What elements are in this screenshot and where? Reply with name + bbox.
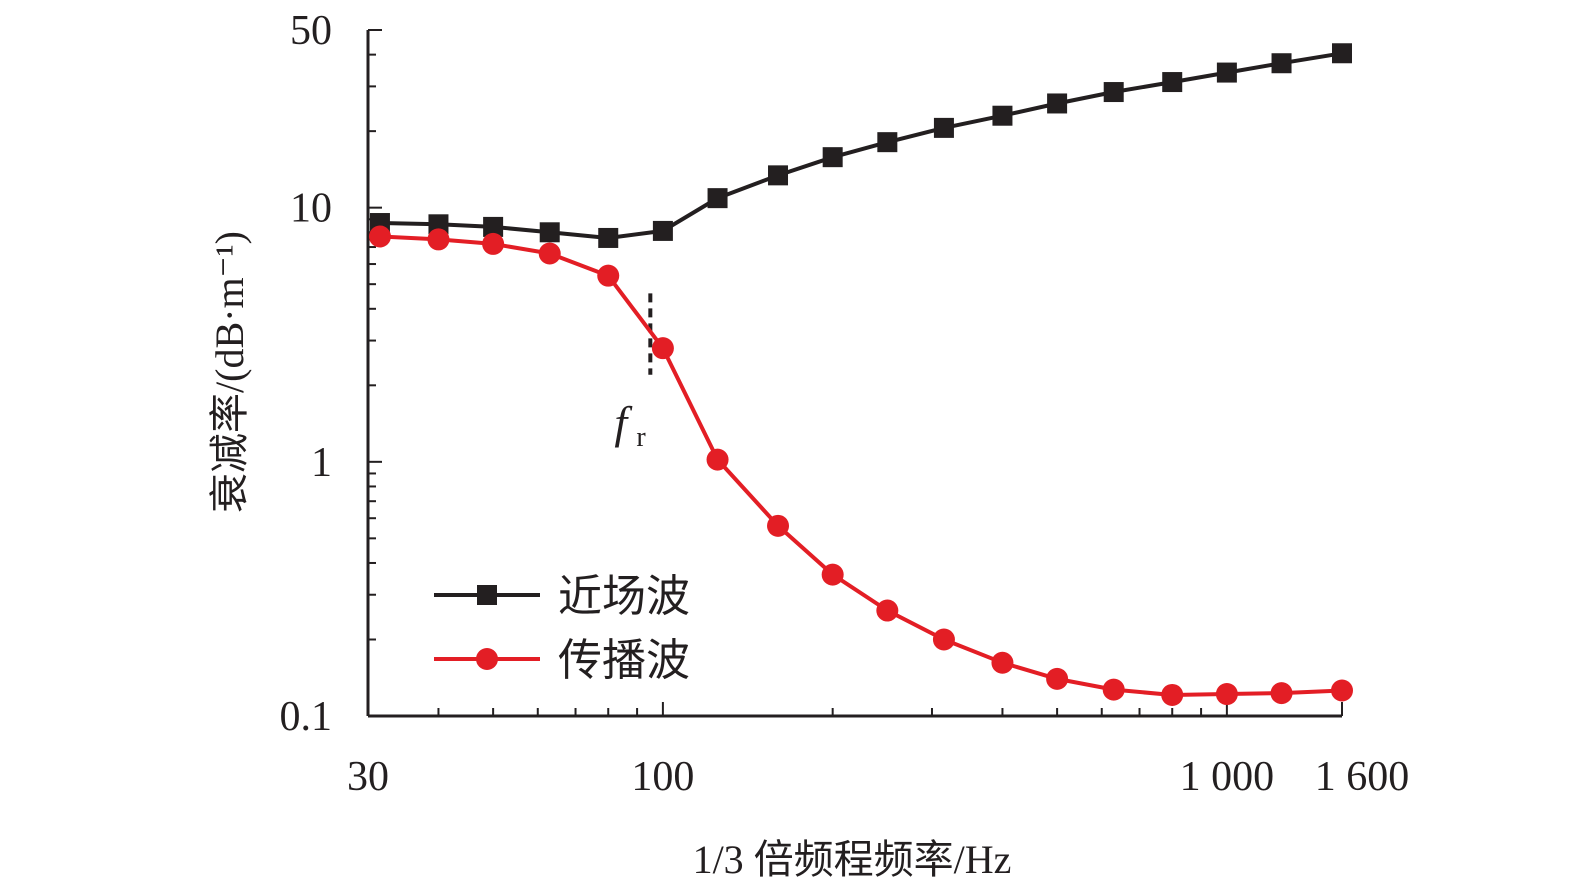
- data-point: [991, 651, 1014, 674]
- series-line: [379, 234, 1343, 697]
- fr-annotation-label: f: [614, 397, 633, 448]
- data-point: [427, 228, 450, 251]
- data-point: [1332, 43, 1352, 64]
- data-point: [706, 448, 729, 471]
- series-layer: [368, 43, 1353, 706]
- data-point: [992, 105, 1013, 126]
- series-2: [368, 225, 1353, 706]
- x-tick-label: 1 600: [1315, 754, 1410, 800]
- axes: 0.1 1 10 50 30 100 1 000 1 600: [280, 8, 1410, 800]
- x-tick-label: 1 000: [1180, 754, 1275, 800]
- data-point: [768, 165, 789, 186]
- data-point: [1103, 82, 1124, 103]
- data-point: [539, 222, 560, 243]
- x-tick-label: 30: [347, 754, 389, 800]
- legend-marker: [477, 585, 497, 605]
- legend-item: 近场波: [434, 571, 690, 622]
- y-axis-title: 衰减率/(dB·m⁻¹): [207, 231, 252, 513]
- data-point: [598, 227, 619, 248]
- y-tick-label: 50: [290, 8, 332, 54]
- data-point: [1047, 93, 1068, 114]
- data-point: [651, 337, 674, 360]
- legend-marker: [476, 648, 498, 670]
- data-point: [428, 214, 449, 235]
- fr-annotation-subscript: r: [636, 422, 646, 453]
- data-point: [1102, 678, 1125, 701]
- y-tick-label: 10: [290, 186, 332, 232]
- data-point: [1331, 679, 1353, 702]
- legend-label: 传播波: [558, 635, 690, 686]
- series-1: [369, 43, 1352, 248]
- x-tick-label: 100: [631, 754, 694, 800]
- data-point: [1271, 53, 1292, 74]
- data-point: [1270, 682, 1293, 705]
- legend-item: 传播波: [434, 635, 690, 686]
- data-point: [877, 132, 898, 153]
- data-point: [1161, 683, 1184, 706]
- data-point: [1215, 683, 1238, 706]
- data-point: [597, 264, 620, 287]
- data-point: [822, 147, 843, 168]
- data-point: [1046, 667, 1069, 690]
- data-point: [767, 514, 790, 537]
- y-tick-label: 1: [311, 440, 332, 486]
- data-point: [368, 225, 391, 248]
- series-line: [379, 51, 1343, 240]
- data-point: [538, 242, 561, 265]
- data-point: [1162, 72, 1183, 93]
- legend-label: 近场波: [558, 571, 690, 622]
- y-tick-label: 0.1: [280, 694, 333, 740]
- data-point: [876, 599, 899, 622]
- x-axis-title: 1/3 倍频程频率/Hz: [693, 837, 1012, 882]
- data-point: [932, 628, 955, 651]
- data-point: [1216, 62, 1237, 83]
- data-point: [707, 188, 728, 209]
- data-point: [652, 220, 673, 241]
- data-point: [821, 563, 844, 586]
- data-point: [482, 232, 505, 255]
- data-point: [483, 216, 504, 237]
- data-point: [933, 117, 954, 138]
